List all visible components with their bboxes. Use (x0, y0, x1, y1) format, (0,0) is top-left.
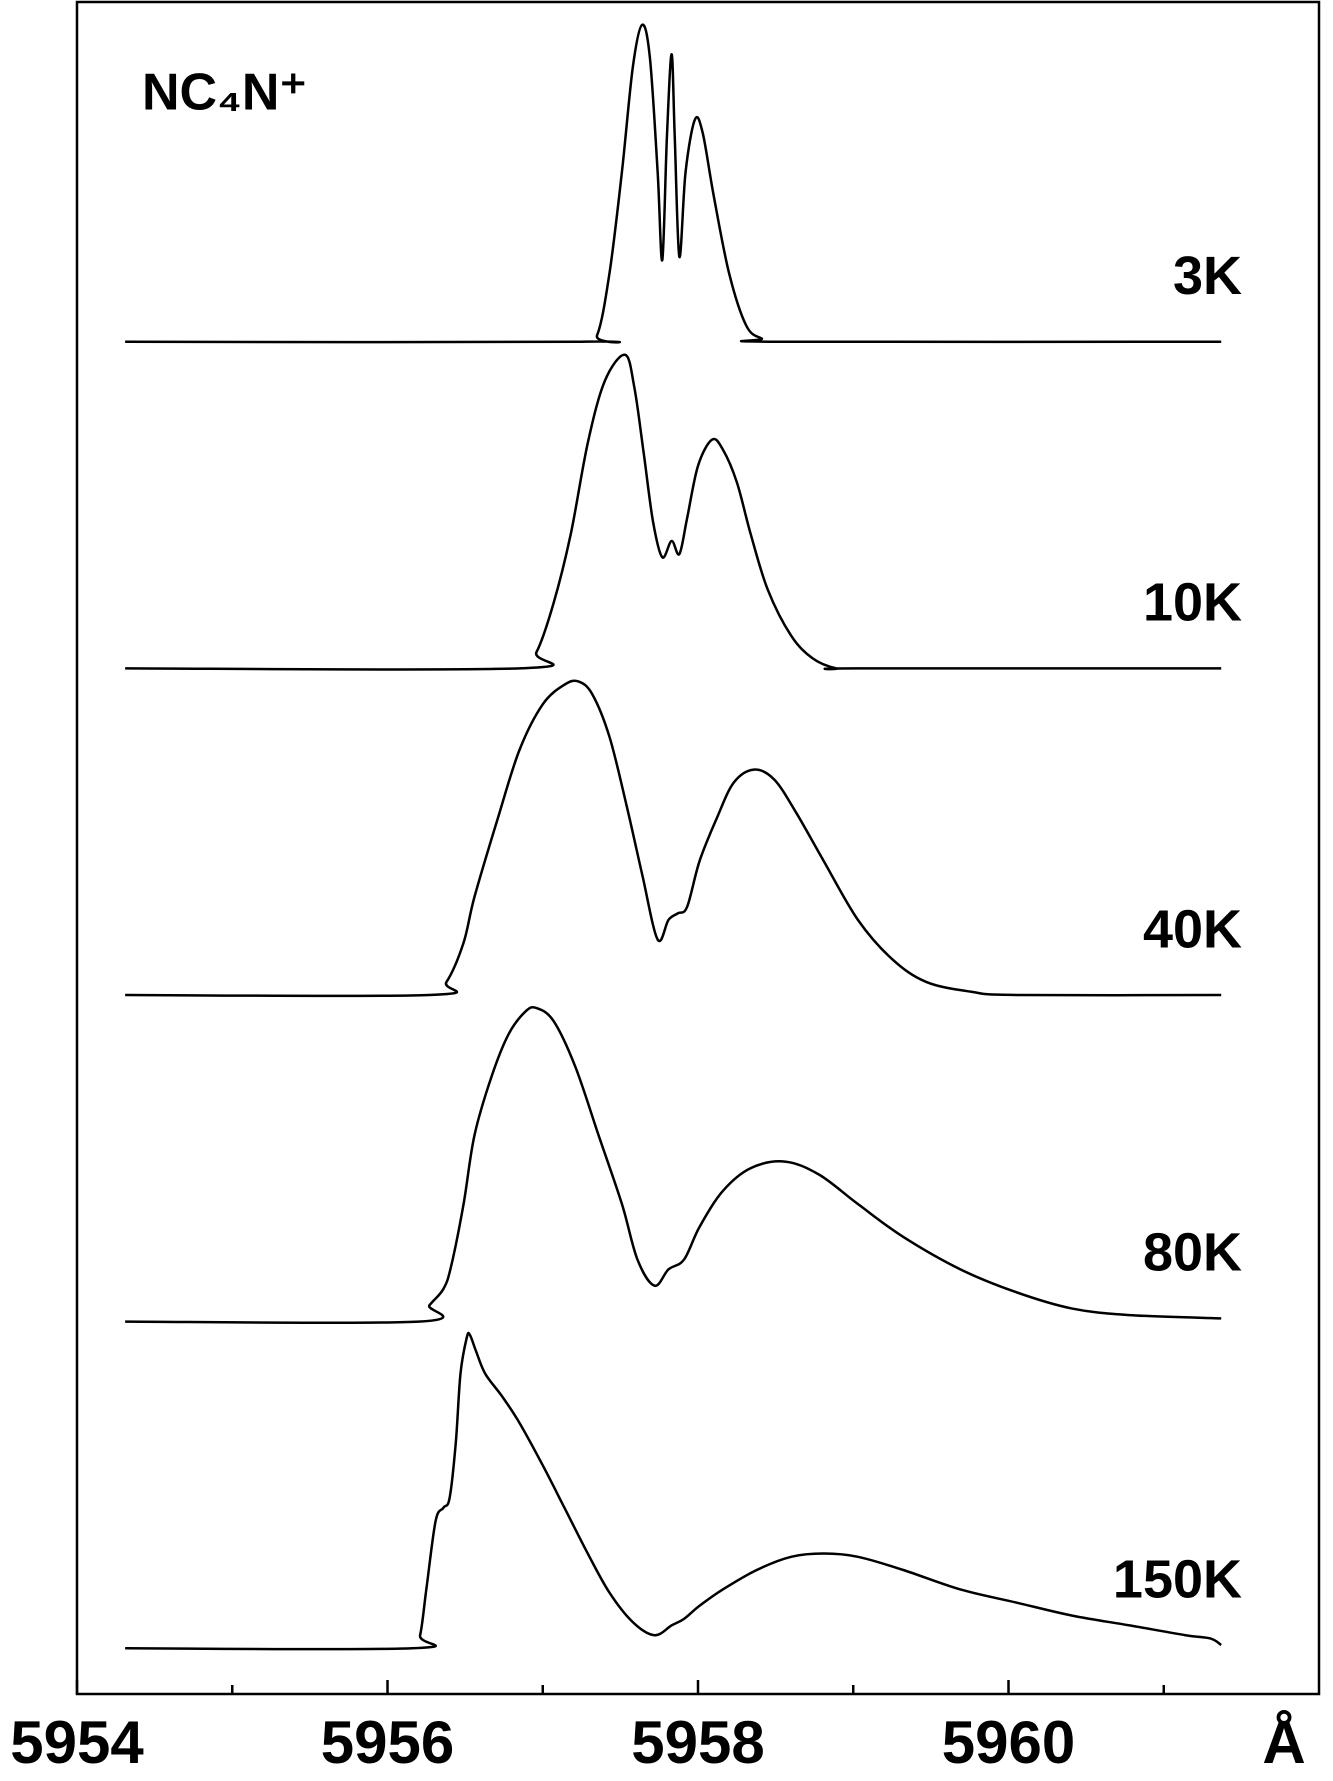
spectrum-line (125, 679, 1222, 998)
spectrum-line (125, 1005, 1222, 1325)
series-label: 150K (1113, 1549, 1242, 1609)
x-tick-label: 5960 (942, 1709, 1075, 1776)
series-label: 10K (1143, 573, 1242, 633)
plot-frame (75, 0, 1321, 1696)
x-tick-label: 5954 (10, 1709, 144, 1776)
spectrum-line (125, 353, 1222, 671)
x-tick-label: 5956 (321, 1709, 454, 1776)
spectrum-line (125, 1331, 1222, 1651)
x-unit-label: Å (1262, 1709, 1305, 1776)
series-label: 80K (1143, 1223, 1242, 1283)
x-tick-label: 5958 (631, 1709, 764, 1776)
chart-title: NC₄N⁺ (142, 64, 307, 122)
spectrum-line (125, 23, 1222, 344)
series-label: 3K (1173, 246, 1242, 306)
series-label: 40K (1143, 899, 1242, 959)
